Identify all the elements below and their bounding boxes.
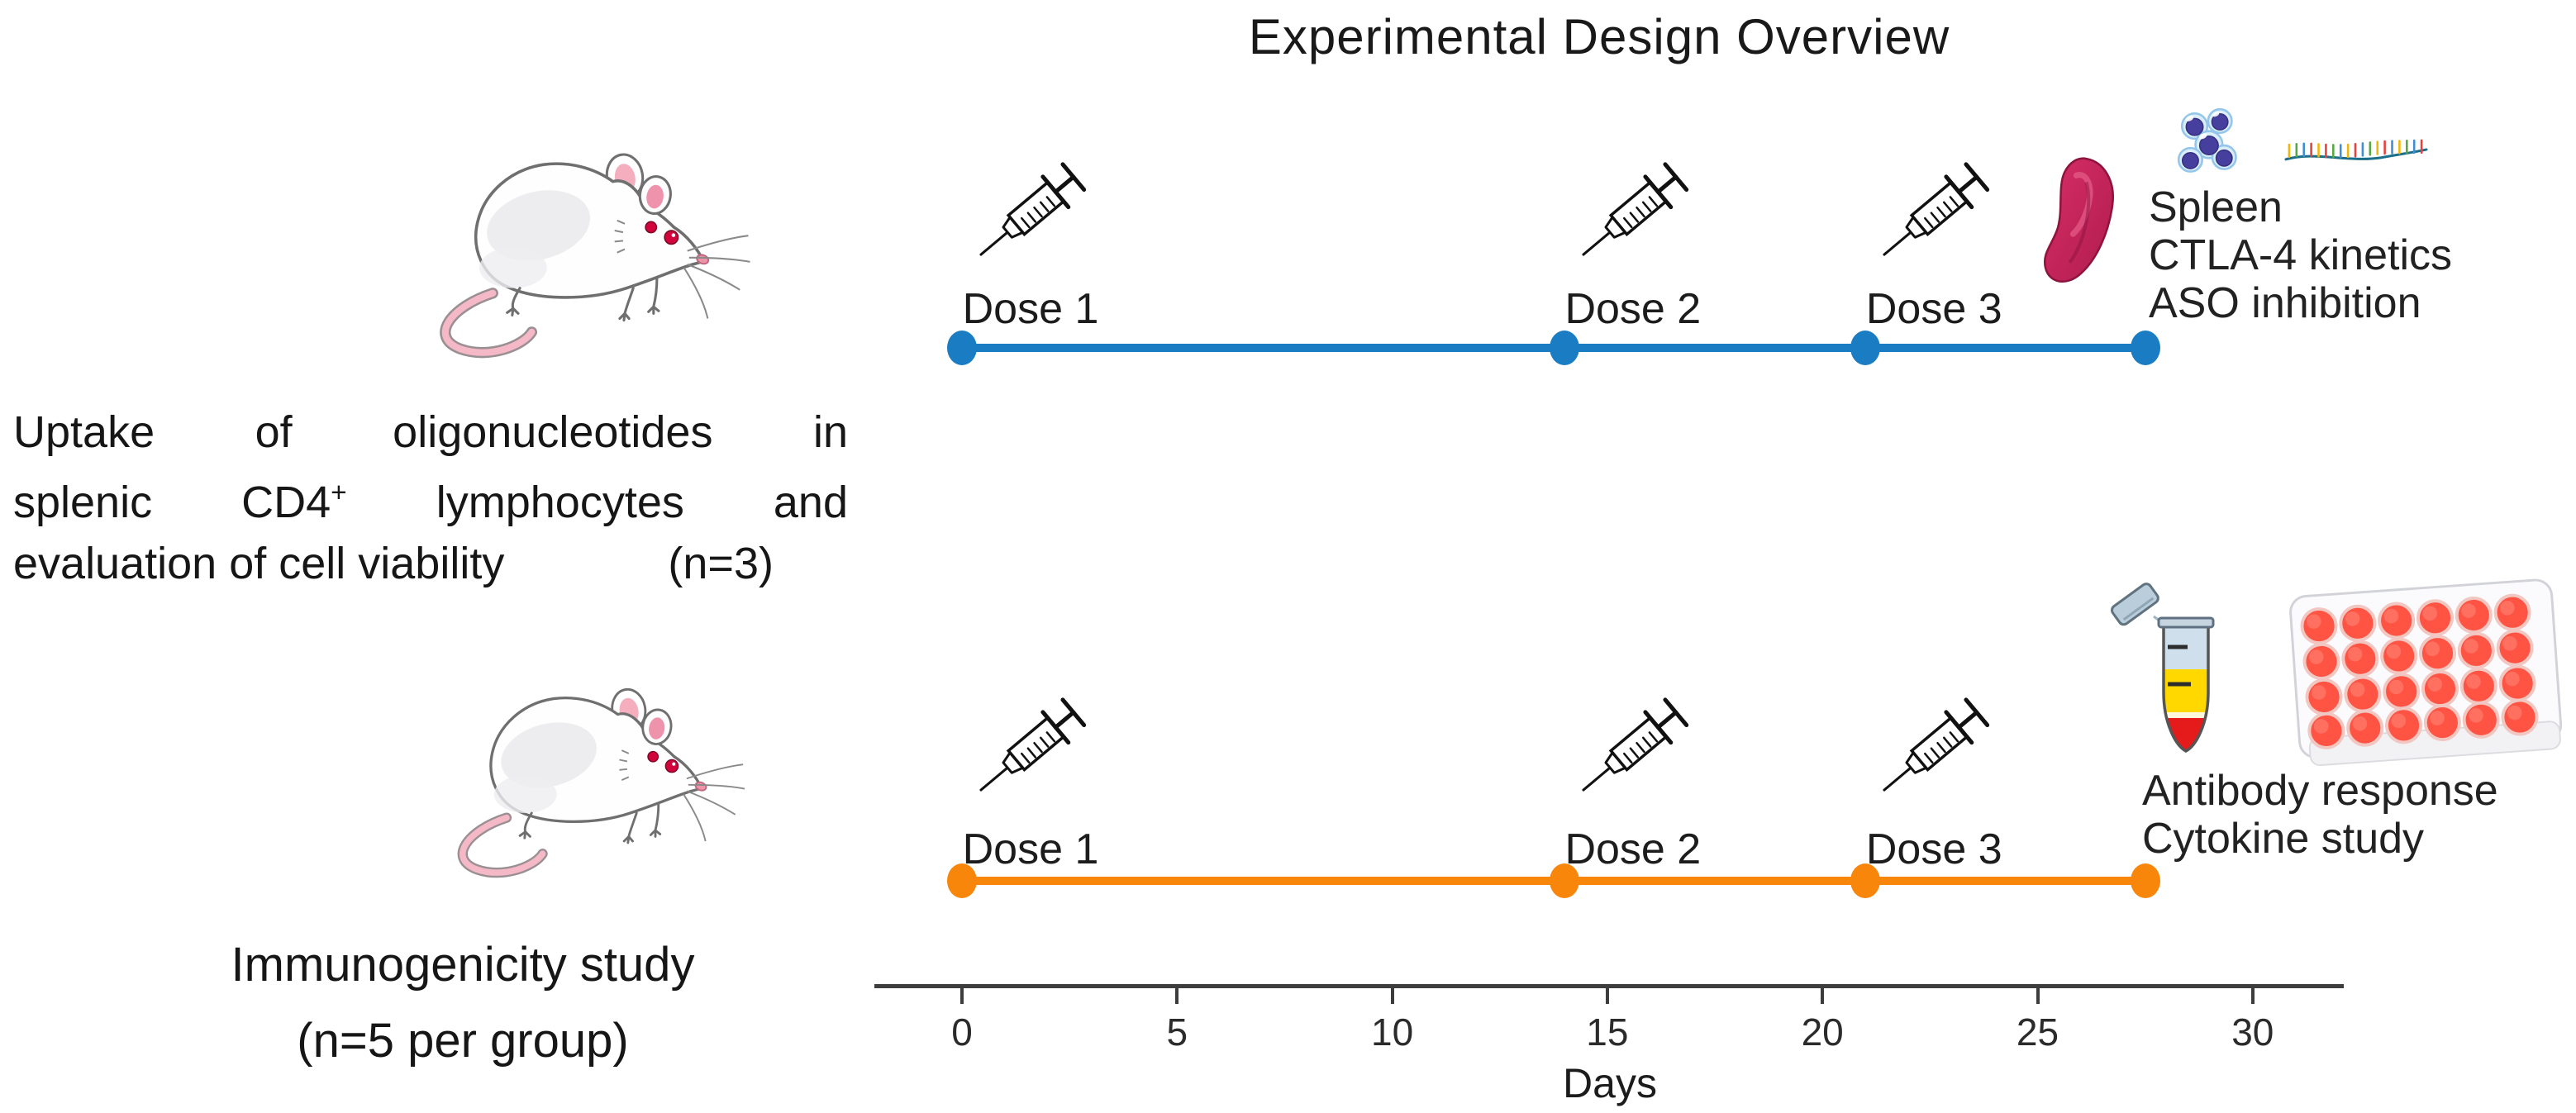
group2-sample-size: (n=5 per group): [297, 1014, 629, 1068]
axis-tick: [1175, 986, 1179, 1004]
group2-description-line1: Immunogenicity study: [231, 938, 695, 992]
dose-label: Dose 3: [1865, 285, 2002, 333]
axis-tick-label: 20: [1801, 1011, 1844, 1054]
lymphocyte-cluster-icon: [2172, 106, 2256, 182]
dose-label: Dose 3: [1865, 825, 2002, 873]
outcome-label: Cytokine study: [2142, 815, 2425, 863]
axis-tick-label: 5: [1166, 1011, 1188, 1054]
group1-outcomes: Spleen CTLA-4 kinetics ASO inhibition: [2149, 183, 2452, 327]
dose-label: Dose 2: [1564, 285, 1702, 333]
day-axis-label: Days: [1563, 1060, 1657, 1106]
axis-tick-label: 30: [2231, 1011, 2274, 1054]
axis-tick-label: 0: [951, 1011, 973, 1054]
timeline-marker: [1850, 331, 1881, 365]
syringe-icon: [1865, 681, 2006, 813]
group1-description-line2: splenic CD4+ lymphocytes and: [13, 478, 848, 527]
axis-tick: [1605, 986, 1609, 1004]
group2-outcomes: Antibody response Cytokine study: [2142, 767, 2498, 863]
timeline-marker: [1850, 863, 1881, 898]
dose-label: Dose 1: [962, 285, 1099, 333]
syringe-icon: [962, 145, 1102, 278]
well-plate-icon: [2281, 570, 2572, 788]
axis-tick: [1821, 986, 1825, 1004]
group1-description-line3: evaluation of cell viability (n=3): [13, 533, 774, 594]
timeline-marker: [2130, 331, 2160, 365]
syringe-icon: [1564, 681, 1705, 813]
timeline-marker: [947, 863, 977, 898]
syringe-icon: [1564, 145, 1705, 278]
outcome-label: Spleen: [2149, 183, 2283, 231]
timeline-marker: [2130, 863, 2160, 898]
page-title: Experimental Design Overview: [1248, 9, 1950, 64]
oligonucleotide-icon: [2283, 126, 2430, 169]
timeline-marker: [1549, 863, 1579, 898]
outcome-label: ASO inhibition: [2149, 279, 2421, 327]
syringe-icon: [962, 681, 1102, 813]
dose-label: Dose 1: [962, 825, 1099, 873]
axis-tick-label: 15: [1586, 1011, 1629, 1054]
syringe-icon: [1865, 145, 2006, 278]
group1-description: Uptake of oligonucleotides in splenic CD…: [13, 402, 848, 594]
outcome-label: CTLA-4 kinetics: [2149, 231, 2452, 279]
dose-label: Dose 2: [1564, 825, 1702, 873]
day-axis-line: [874, 984, 2344, 988]
mouse-icon: [412, 124, 767, 369]
group2-description: Immunogenicity study (n=5 per group): [190, 927, 736, 1079]
axis-tick: [2036, 986, 2040, 1004]
axis-tick-label: 10: [1371, 1011, 1414, 1054]
outcome-label: Antibody response: [2142, 767, 2498, 815]
axis-tick: [2250, 986, 2255, 1004]
mouse-icon: [431, 661, 760, 888]
group1-description-line1: Uptake of oligonucleotides in: [13, 407, 848, 457]
timeline-marker: [947, 331, 977, 365]
axis-tick-label: 25: [2016, 1011, 2059, 1054]
centrifuge-tube-icon: [2106, 568, 2230, 767]
timeline-marker: [1549, 331, 1579, 365]
group1-sample-size: (n=3): [668, 539, 774, 588]
spleen-icon: [2033, 154, 2128, 288]
axis-tick: [1390, 986, 1394, 1004]
axis-tick: [960, 986, 964, 1004]
